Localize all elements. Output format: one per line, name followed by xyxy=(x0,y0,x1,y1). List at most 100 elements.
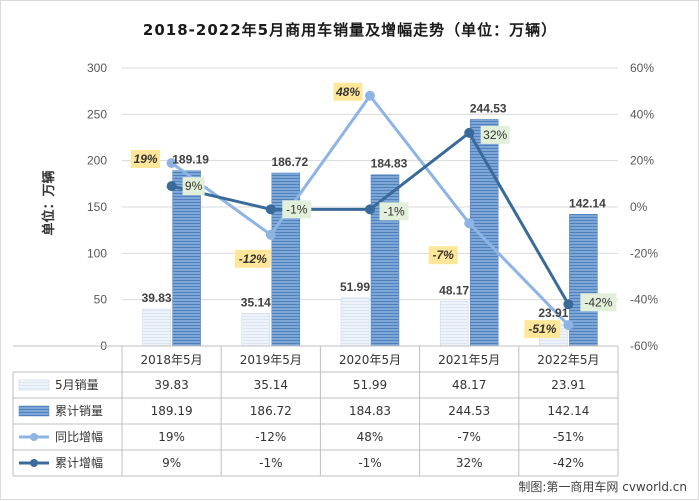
label-cumulative-growth: -1% xyxy=(282,200,312,219)
label-yoy-growth-bg xyxy=(524,320,561,339)
table-cell: 244.53 xyxy=(448,404,490,418)
label-cumulative-growth-text: 32% xyxy=(483,128,507,142)
table-cell: 51.99 xyxy=(353,378,387,392)
y2-tick-label: -40% xyxy=(630,293,658,307)
label-cumulative-growth-text: -42% xyxy=(584,295,612,309)
y2-tick-label: 60% xyxy=(630,61,654,75)
label-yoy-growth-text: 48% xyxy=(335,85,360,99)
bar-label-cumulative: 244.53 xyxy=(470,101,507,115)
table-cell: 184.83 xyxy=(349,404,391,418)
label-cumulative-growth: 9% xyxy=(182,177,205,196)
table-cell: 48% xyxy=(357,430,384,444)
label-cumulative-growth-text: -1% xyxy=(286,202,308,216)
legend-entry: 同比增幅 xyxy=(19,429,103,444)
line-cumulative-growth-marker xyxy=(563,299,574,310)
x-tick-label: 2022年5月 xyxy=(537,353,599,367)
x-tick-label: 2018年5月 xyxy=(141,353,203,367)
label-yoy-growth-bg xyxy=(234,249,271,268)
bar-label-cumulative: 186.72 xyxy=(271,155,308,169)
table-cell: -42% xyxy=(553,456,584,470)
bar-label-monthly: 35.14 xyxy=(241,295,271,309)
x-tick-label: 2020年5月 xyxy=(339,353,401,367)
data-table: 2018年5月 2019年5月 2020年5月 2021年5月 2022年5月 5月销量 3… xyxy=(12,345,619,477)
y-axis-label: 单位：万辆 xyxy=(41,170,57,235)
label-yoy-growth-text: -51% xyxy=(528,322,556,336)
label-cumulative-growth-bg xyxy=(480,125,510,144)
lines xyxy=(166,90,574,331)
line-cumulative-growth-marker xyxy=(265,204,276,215)
y2-tick-label: -60% xyxy=(630,339,658,353)
legend-entry: 累计销量 xyxy=(18,404,103,418)
line-yoy-growth-marker xyxy=(265,229,276,240)
label-cumulative-growth-bg xyxy=(182,177,205,196)
table-cell: 19% xyxy=(158,430,185,444)
bar-cumulative-sales xyxy=(569,214,598,347)
table-cell: -12% xyxy=(255,430,286,444)
legend-label: 累计销量 xyxy=(55,404,103,418)
label-yoy-growth-bg xyxy=(131,149,161,168)
table-cell: -1% xyxy=(358,456,381,470)
table-cell: 189.19 xyxy=(151,404,193,418)
table-cell: 32% xyxy=(456,456,483,470)
label-cumulative-growth: 32% xyxy=(480,125,510,144)
legend-entry: 5月销量 xyxy=(18,378,99,392)
line-yoy-growth-marker xyxy=(464,218,475,229)
line-cumulative-growth-marker xyxy=(464,127,475,138)
label-cumulative-growth: -1% xyxy=(379,202,409,221)
label-yoy-growth: 48% xyxy=(333,82,363,101)
label-yoy-growth-bg xyxy=(428,246,458,265)
x-tick-label: 2021年5月 xyxy=(438,353,500,367)
line-yoy-growth-marker xyxy=(365,90,375,101)
y2-tick-label: 20% xyxy=(630,154,654,168)
table-cell: 142.14 xyxy=(547,404,589,418)
bar-label-cumulative: 189.19 xyxy=(172,153,209,167)
table-cell: 9% xyxy=(162,456,181,470)
legend-key-marker xyxy=(30,433,38,441)
legend-key-cumulative xyxy=(18,405,50,417)
label-yoy-growth-text: 19% xyxy=(134,152,158,166)
chart-title: 2018-2022年5月商用车销量及增幅走势（单位：万辆） xyxy=(143,21,557,39)
legend-label: 累计增幅 xyxy=(55,455,103,470)
label-yoy-growth-text: -12% xyxy=(239,252,267,266)
bar-label-cumulative: 142.14 xyxy=(569,196,606,210)
credit-text: 制图:第一商用车网 cvworld.cn xyxy=(518,479,687,494)
data-labels: 39.83 189.19 35.14 186.72 51.99 184.83 48.17 24… xyxy=(131,82,617,339)
y-tick-label: 50 xyxy=(94,293,108,307)
bars xyxy=(142,119,598,347)
y-tick-label: 100 xyxy=(87,246,107,260)
label-cumulative-growth-text: -1% xyxy=(383,204,405,218)
label-cumulative-growth-bg xyxy=(580,293,617,312)
bar-monthly-sales xyxy=(439,301,469,347)
y-tick-label: 300 xyxy=(87,61,107,75)
bar-label-cumulative: 184.83 xyxy=(371,157,408,171)
x-tick-label: 2019年5月 xyxy=(240,353,302,367)
bar-cumulative-sales xyxy=(469,119,499,347)
label-yoy-growth: -7% xyxy=(428,246,458,265)
bar-monthly-sales xyxy=(241,313,271,347)
line-yoy-growth-marker xyxy=(166,157,177,168)
line-cumulative-growth-marker xyxy=(365,204,375,215)
bar-cumulative-sales xyxy=(370,174,400,347)
y-tick-label: 250 xyxy=(87,107,107,121)
y2-tick-label: -20% xyxy=(630,246,658,260)
legend-label: 5月销量 xyxy=(55,378,99,392)
label-yoy-growth: 19% xyxy=(131,149,161,168)
y2-tick-label: 40% xyxy=(630,107,654,121)
label-yoy-growth-text: -7% xyxy=(433,248,455,262)
table-cell: -51% xyxy=(553,430,584,444)
line-cumulative-growth-marker xyxy=(166,181,177,192)
bar-cumulative-sales xyxy=(172,170,201,347)
table-cell: -7% xyxy=(458,430,481,444)
y2-tick-label: 0% xyxy=(630,200,648,214)
table-cell: -1% xyxy=(259,456,282,470)
label-yoy-growth: -51% xyxy=(524,320,561,339)
legend-entry: 累计增幅 xyxy=(19,455,103,470)
bar-monthly-sales xyxy=(340,297,370,347)
bar-label-monthly: 51.99 xyxy=(340,280,370,294)
label-cumulative-growth-text: 9% xyxy=(185,179,203,193)
y-tick-label: 200 xyxy=(87,154,107,168)
bar-monthly-sales xyxy=(142,308,171,347)
bar-label-monthly: 23.91 xyxy=(538,306,568,320)
